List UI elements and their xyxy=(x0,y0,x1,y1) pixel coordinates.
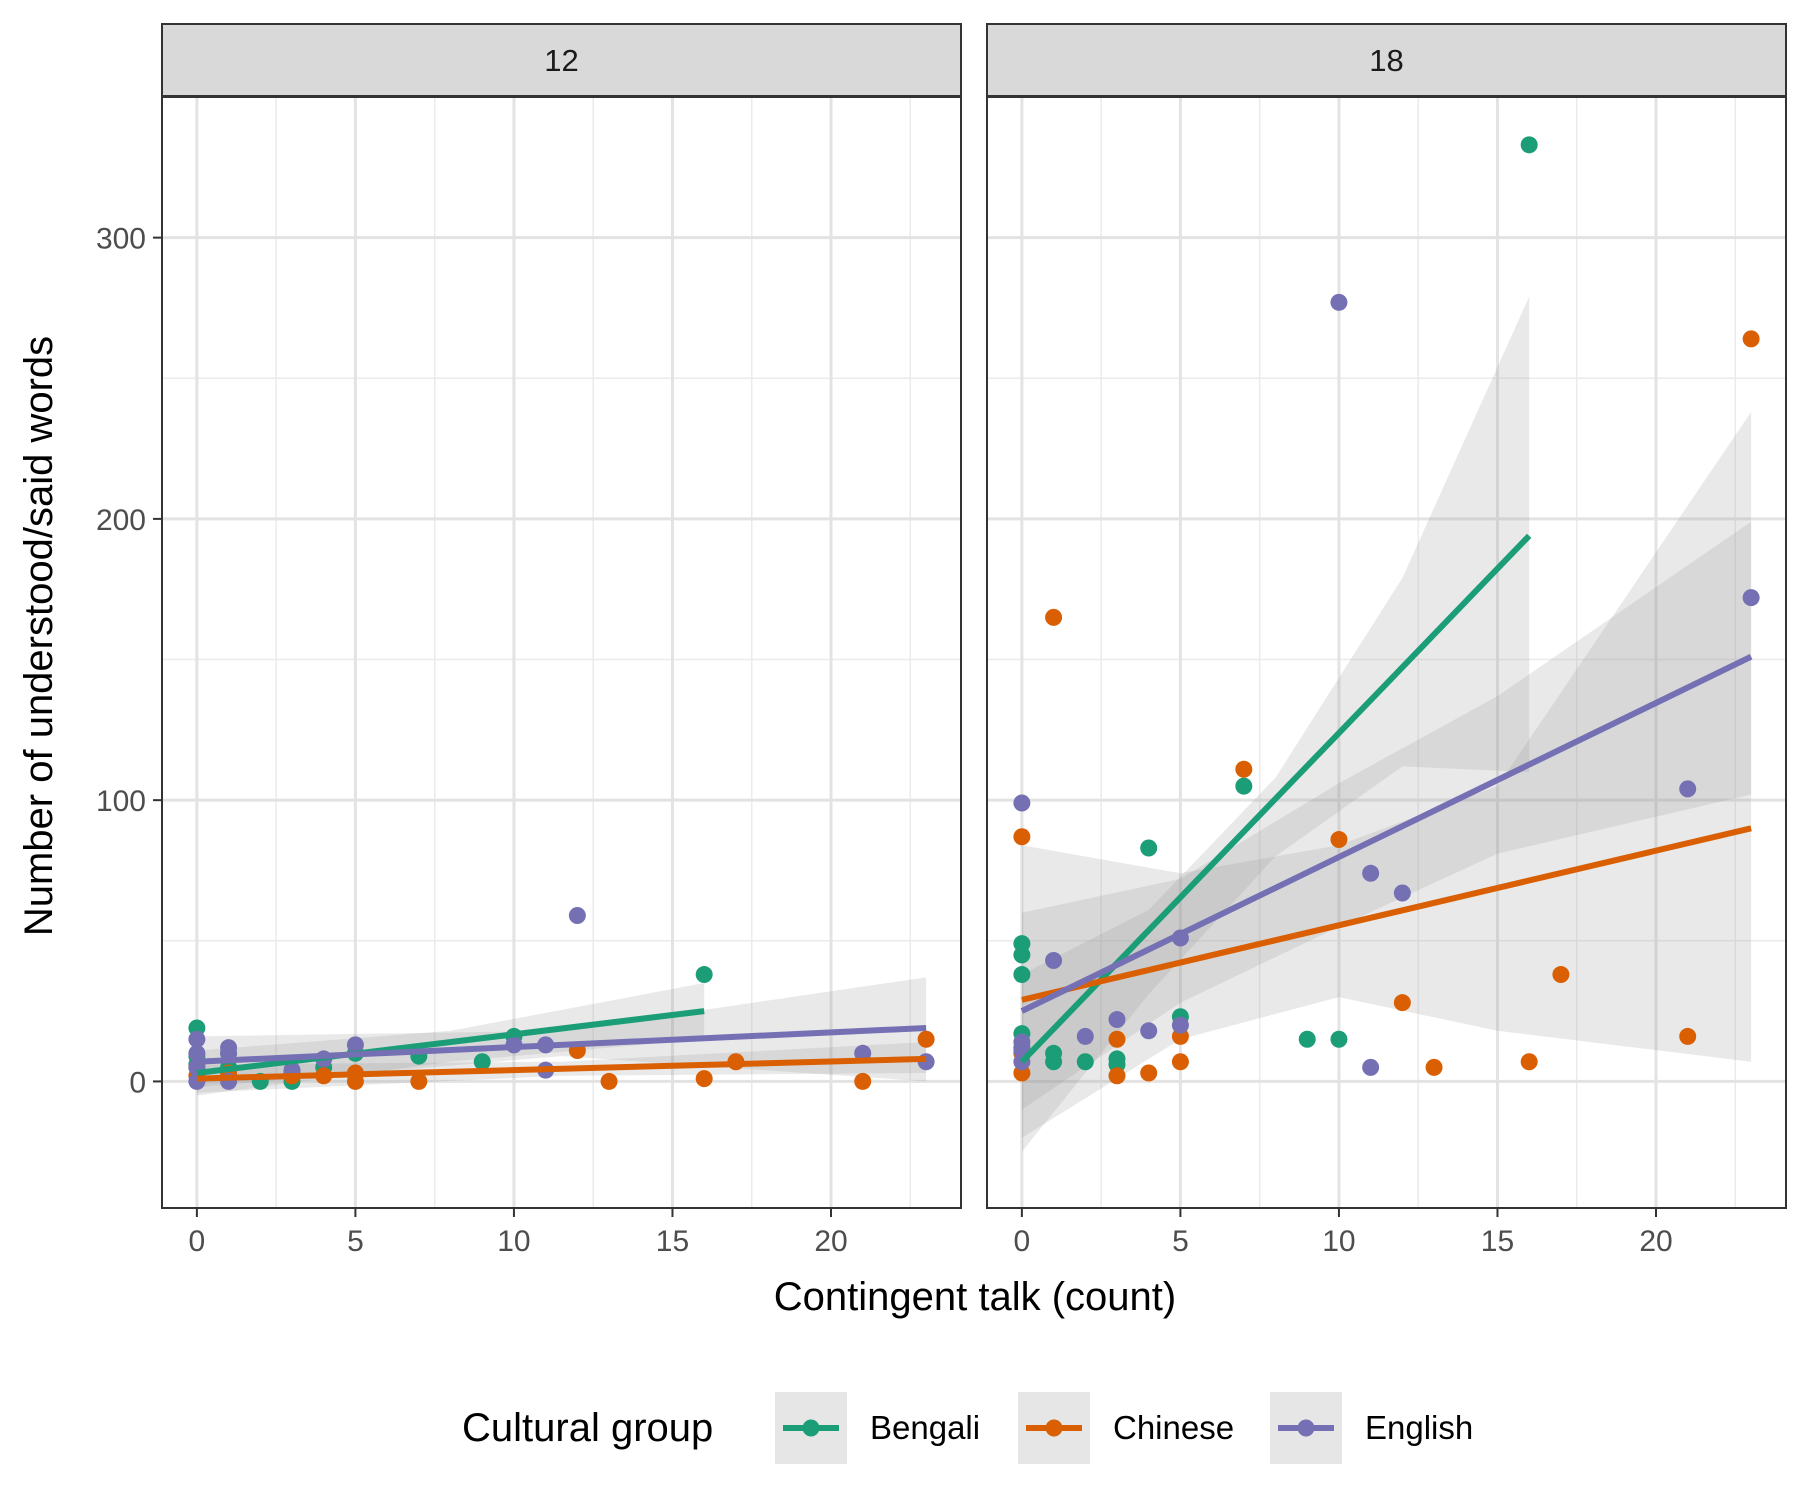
legend-title: Cultural group xyxy=(462,1406,713,1450)
legend-item-chinese: Chinese xyxy=(1018,1392,1234,1464)
facet-strip-label: 18 xyxy=(1369,43,1403,78)
data-point-english xyxy=(188,1030,206,1048)
trend-line-chinese xyxy=(1021,825,1752,1003)
legend-item-english: English xyxy=(1270,1392,1473,1464)
panel-background xyxy=(162,97,961,1208)
y-axis-title: Number of understood/said words xyxy=(17,336,61,936)
x-tick-label: 0 xyxy=(1014,1225,1031,1258)
facet-strip-label: 12 xyxy=(544,43,578,78)
data-point-chinese xyxy=(695,1070,713,1088)
data-point-english xyxy=(346,1036,364,1054)
legend: Cultural group Bengali Chinese English xyxy=(462,1392,1473,1464)
confidence-band-bengali xyxy=(1021,296,1530,1152)
x-tick-label: 5 xyxy=(1172,1225,1189,1258)
panel-18: 18 0 5 10 15 20 xyxy=(986,23,1787,1258)
data-point-chinese xyxy=(410,1072,428,1090)
x-tick-label: 20 xyxy=(1639,1225,1672,1258)
data-point-english xyxy=(1045,951,1063,969)
data-point-english xyxy=(1076,1027,1094,1045)
legend-key-point xyxy=(1045,1419,1063,1437)
facet-strip xyxy=(986,23,1787,97)
data-point-english xyxy=(1362,864,1380,882)
data-point-chinese xyxy=(1742,330,1760,348)
trend-line-bengali xyxy=(196,1008,705,1076)
legend-key-point xyxy=(802,1419,820,1437)
data-point-english xyxy=(1330,293,1348,311)
data-point-chinese xyxy=(1520,1053,1538,1071)
data-point-english xyxy=(1140,1022,1158,1040)
data-point-english xyxy=(1171,1016,1189,1034)
data-point-chinese xyxy=(1235,760,1253,778)
legend-label: Chinese xyxy=(1113,1409,1234,1446)
x-tick-label: 20 xyxy=(814,1225,847,1258)
confidence-band-english xyxy=(1021,521,1752,1110)
data-point-bengali xyxy=(1235,777,1253,795)
data-point-english xyxy=(1679,780,1697,798)
data-point-bengali xyxy=(1298,1030,1316,1048)
data-point-chinese xyxy=(1425,1058,1443,1076)
legend-item-bengali: Bengali xyxy=(775,1392,980,1464)
data-point-chinese xyxy=(854,1072,872,1090)
data-point-bengali xyxy=(1013,946,1031,964)
x-tick-label: 15 xyxy=(1481,1225,1514,1258)
data-point-chinese xyxy=(1013,828,1031,846)
x-tick-label: 10 xyxy=(1322,1225,1355,1258)
data-point-bengali xyxy=(1520,136,1538,154)
data-point-chinese xyxy=(1140,1064,1158,1082)
data-point-bengali xyxy=(473,1053,491,1071)
data-point-english xyxy=(1013,794,1031,812)
legend-label: English xyxy=(1365,1409,1473,1446)
x-tick-label: 5 xyxy=(347,1225,364,1258)
data-point-english xyxy=(1393,884,1411,902)
data-point-bengali xyxy=(1045,1053,1063,1071)
data-point-english xyxy=(1362,1058,1380,1076)
legend-label: Bengali xyxy=(870,1409,980,1446)
trend-line-chinese xyxy=(196,1055,927,1082)
facet-strip xyxy=(161,23,962,97)
trend-line-bengali xyxy=(1019,533,1532,1064)
x-tick-label: 0 xyxy=(189,1225,206,1258)
data-point-bengali xyxy=(1076,1053,1094,1071)
trend-line-english xyxy=(1020,654,1753,1014)
data-point-chinese xyxy=(1552,966,1570,984)
data-point-chinese xyxy=(1679,1027,1697,1045)
data-point-chinese xyxy=(1171,1053,1189,1071)
data-point-chinese xyxy=(1330,831,1348,849)
data-point-bengali xyxy=(1013,966,1031,984)
data-point-bengali xyxy=(695,966,713,984)
y-tick-label: 0 xyxy=(129,1066,146,1099)
x-axis-title: Contingent talk (count) xyxy=(774,1275,1176,1319)
data-point-chinese xyxy=(600,1072,618,1090)
y-tick-label: 100 xyxy=(96,785,146,818)
data-point-chinese xyxy=(1045,608,1063,626)
data-point-english xyxy=(568,906,586,924)
data-point-english xyxy=(1742,589,1760,607)
data-point-chinese xyxy=(1393,994,1411,1012)
data-point-english xyxy=(1108,1011,1126,1029)
data-point-bengali xyxy=(1140,839,1158,857)
y-tick-label: 200 xyxy=(96,504,146,537)
data-point-english xyxy=(188,1044,206,1062)
x-tick-label: 15 xyxy=(656,1225,689,1258)
data-point-chinese xyxy=(1108,1067,1126,1085)
data-point-bengali xyxy=(1330,1030,1348,1048)
x-tick-label: 10 xyxy=(497,1225,530,1258)
legend-key-point xyxy=(1297,1419,1315,1437)
y-tick-label: 300 xyxy=(96,223,146,256)
data-point-chinese xyxy=(917,1030,935,1048)
data-point-chinese xyxy=(1108,1030,1126,1048)
trend-line-english xyxy=(196,1024,927,1065)
